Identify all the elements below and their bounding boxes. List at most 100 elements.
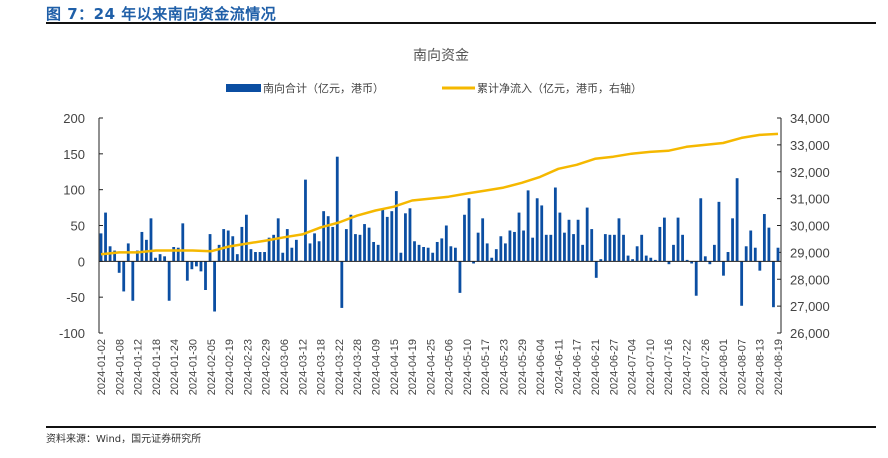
bar (163, 256, 167, 262)
cumulative-line (100, 132, 779, 256)
x-tick-label: 2024-04-25 (425, 339, 437, 395)
legend-line-label: 累计净流入（亿元，港币，右轴） (477, 81, 642, 95)
bar (622, 234, 625, 262)
bar (454, 247, 457, 262)
bar (717, 201, 721, 262)
bar (149, 218, 153, 262)
bar (699, 198, 703, 262)
bar (544, 234, 548, 262)
bar (649, 257, 653, 262)
right-tick-label: 26,000 (790, 326, 830, 341)
bar (631, 259, 635, 262)
bar (731, 218, 734, 262)
bar (776, 247, 780, 262)
x-tick-label: 2024-02-29 (261, 339, 273, 395)
bar (749, 230, 753, 262)
bar (308, 243, 312, 262)
bar (313, 233, 316, 262)
x-tick-label: 2024-07-22 (682, 339, 694, 395)
x-tick-label: 2024-01-30 (187, 339, 199, 395)
bar (626, 255, 630, 262)
bar (385, 216, 389, 262)
bar (740, 261, 744, 306)
bar (135, 250, 139, 262)
bar (603, 234, 607, 262)
bar (581, 244, 585, 262)
left-tick-label: 100 (63, 183, 85, 198)
x-tick-label: 2024-01-24 (169, 339, 181, 395)
bar (199, 261, 203, 272)
bar (140, 231, 144, 262)
bar (726, 252, 730, 262)
bar (399, 252, 403, 262)
bar (204, 261, 207, 290)
bar (131, 261, 135, 301)
bar (372, 241, 376, 262)
bar (735, 178, 739, 262)
bar (254, 252, 257, 262)
x-tick-label: 2024-01-02 (96, 339, 108, 395)
bar (653, 259, 657, 262)
bar (499, 236, 503, 262)
bar (703, 256, 707, 262)
bar (258, 252, 262, 262)
bar (413, 241, 416, 262)
x-tick-label: 2024-08-07 (736, 339, 748, 395)
bar (235, 254, 239, 262)
bar (708, 261, 712, 265)
left-tick-label: 50 (71, 219, 85, 234)
bar (358, 234, 362, 262)
bar (195, 261, 198, 267)
bar (176, 247, 180, 262)
bar (294, 239, 298, 262)
right-tick-label: 33,000 (790, 138, 830, 153)
bar (354, 234, 357, 262)
x-tick-label: 2024-06-17 (572, 339, 584, 395)
bar (517, 212, 521, 262)
bar (154, 257, 157, 262)
x-tick-label: 2024-03-28 (352, 339, 364, 395)
bar (376, 244, 380, 262)
x-tick-label: 2024-02-05 (206, 339, 218, 395)
bar (508, 230, 512, 262)
bar (599, 259, 603, 262)
bar (99, 233, 103, 262)
right-tick-label: 34,000 (790, 111, 830, 126)
bar (426, 247, 430, 262)
x-tick-label: 2024-01-08 (114, 339, 126, 395)
left-tick-label: 0 (78, 254, 85, 269)
bar (158, 254, 162, 262)
bar (513, 231, 516, 262)
x-tick-label: 2024-03-22 (334, 339, 346, 395)
bar (322, 211, 326, 262)
bar (349, 214, 353, 262)
bar (676, 217, 680, 262)
bar (217, 244, 221, 262)
x-tick-label: 2024-04-19 (407, 339, 419, 395)
bar (444, 225, 448, 262)
bar (472, 261, 475, 264)
x-tick-label: 2024-04-09 (370, 339, 382, 395)
bar (172, 247, 176, 262)
bar (694, 261, 698, 296)
bar (522, 230, 525, 262)
bar (563, 232, 566, 262)
x-tick-label: 2024-01-18 (151, 339, 163, 395)
bar (440, 238, 444, 262)
bar (590, 229, 594, 262)
bar (535, 198, 539, 262)
x-tick-label: 2024-06-21 (590, 339, 602, 395)
right-tick-label: 27,000 (790, 299, 830, 314)
x-tick-label: 2024-02-23 (242, 339, 254, 395)
bar (767, 227, 771, 262)
chart-title: 南向资金 (413, 48, 469, 64)
bar (244, 214, 248, 262)
legend-bar-label: 南向合计（亿元，港币） (263, 81, 384, 95)
bar (681, 234, 684, 262)
bar (417, 244, 421, 262)
bar (594, 261, 598, 278)
bar (390, 211, 394, 262)
x-tick-label: 2024-07-26 (700, 339, 712, 395)
bar (231, 236, 235, 262)
